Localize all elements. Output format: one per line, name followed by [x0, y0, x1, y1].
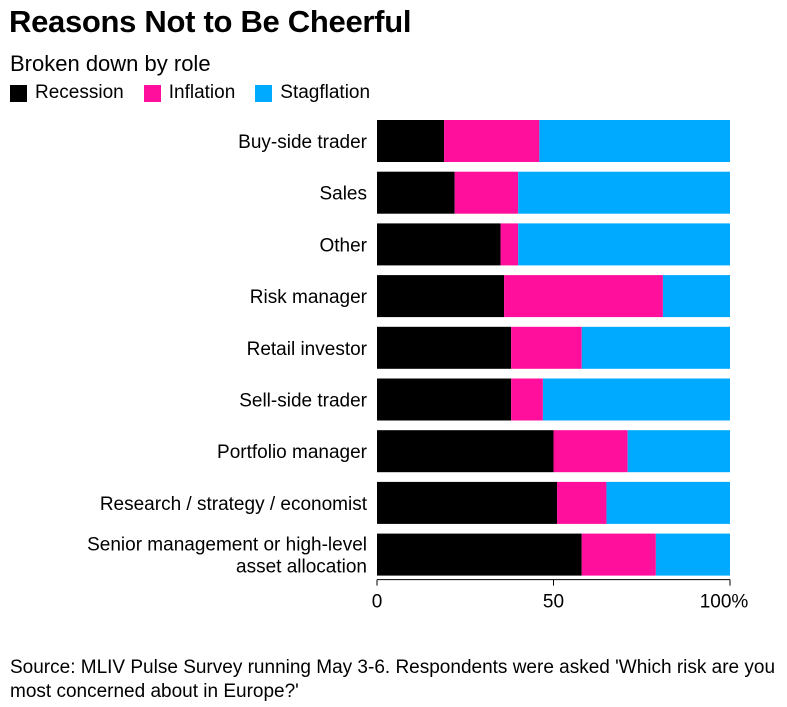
x-tick-label: 0	[372, 592, 383, 613]
bar-segment-stagflation	[627, 430, 730, 473]
category-label: Portfolio manager	[217, 442, 368, 463]
chart-title: Reasons Not to Be Cheerful	[9, 4, 412, 39]
bar-segment-inflation	[511, 378, 543, 421]
category-label: Other	[319, 235, 367, 256]
bar-segment-stagflation	[662, 275, 730, 318]
bar-segment-inflation	[557, 481, 607, 524]
legend: Recession Inflation Stagflation	[10, 82, 390, 104]
bar-segment-stagflation	[518, 171, 730, 214]
legend-label-recession: Recession	[35, 82, 124, 103]
bar-segment-stagflation	[518, 223, 730, 266]
legend-item-recession: Recession	[10, 82, 124, 104]
bar-segment-recession	[377, 378, 512, 421]
x-tick-label: 50	[543, 592, 564, 613]
category-label: Research / strategy / economist	[100, 494, 368, 515]
category-label: Senior management or high-level asset all…	[87, 535, 367, 578]
source-note: Source: MLIV Pulse Survey running May 3-…	[10, 657, 776, 702]
bar-segment-recession	[377, 275, 505, 318]
bar-segment-stagflation	[581, 326, 730, 369]
bar-segment-recession	[377, 326, 512, 369]
stacked-bar-chart: Buy-side trader Sales Other Risk manager Ret…	[87, 120, 749, 613]
legend-label-stagflation: Stagflation	[280, 82, 371, 103]
chart-subtitle: Broken down by role	[10, 51, 211, 76]
x-tick-label: 100%	[700, 592, 749, 613]
category-label: Retail investor	[247, 339, 368, 360]
bar-segment-inflation	[553, 430, 628, 473]
bar-segment-recession	[377, 171, 455, 214]
category-label: Buy-side trader	[238, 132, 368, 153]
bar-segment-stagflation	[539, 120, 730, 162]
legend-label-inflation: Inflation	[168, 82, 236, 103]
bar-segment-inflation	[454, 171, 519, 214]
bar-segment-recession	[377, 481, 558, 524]
bar-segment-inflation	[504, 275, 663, 318]
bar-segment-stagflation	[542, 378, 730, 421]
category-label: Risk manager	[250, 287, 368, 308]
bar-segment-inflation	[511, 326, 582, 369]
category-label: Sell-side trader	[239, 391, 367, 412]
bar-segment-stagflation	[606, 481, 730, 524]
bar-segment-recession	[377, 533, 582, 576]
legend-swatch-recession	[10, 84, 27, 102]
category-label: Sales	[319, 184, 367, 205]
bar-segment-recession	[377, 223, 501, 266]
bar-segment-recession	[377, 120, 445, 162]
bar-segment-recession	[377, 430, 554, 473]
bar-segment-inflation	[581, 533, 656, 576]
legend-swatch-stagflation	[255, 84, 273, 102]
legend-item-stagflation: Stagflation	[255, 82, 370, 104]
bar-segment-inflation	[500, 223, 519, 266]
legend-item-inflation: Inflation	[143, 82, 236, 104]
bar-segment-stagflation	[655, 533, 730, 576]
legend-swatch-inflation	[143, 84, 161, 102]
bar-segment-inflation	[444, 120, 540, 162]
